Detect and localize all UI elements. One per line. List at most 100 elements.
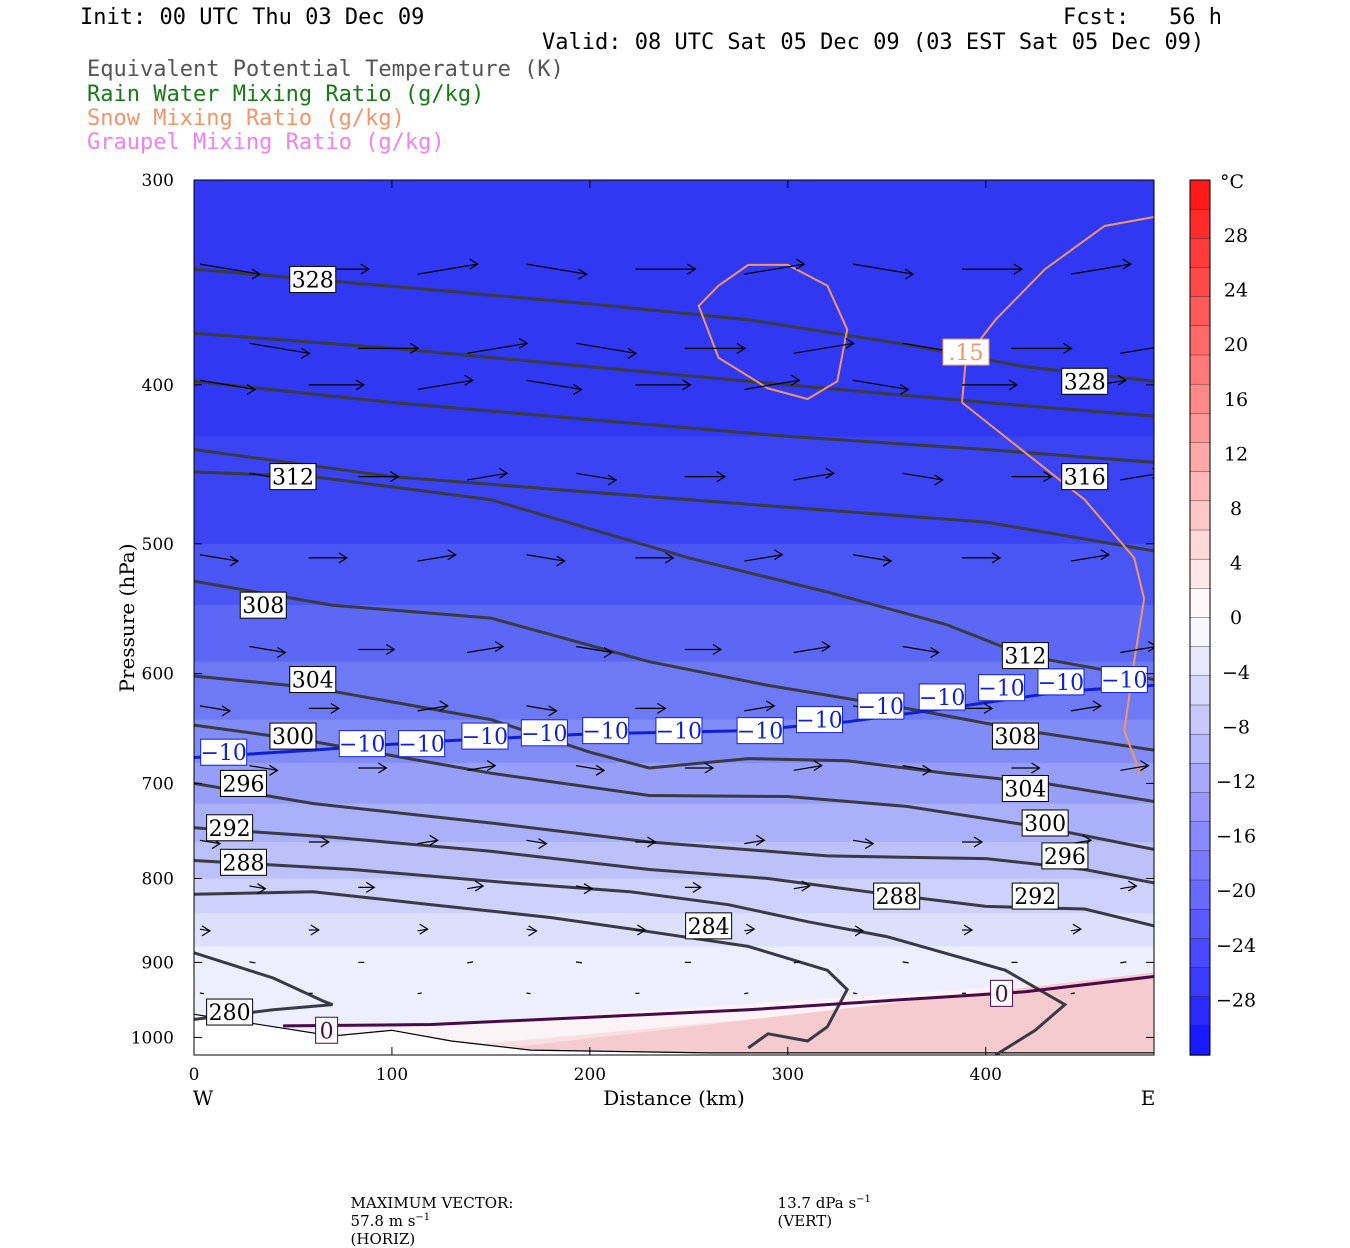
colorbar-bin <box>1189 967 1211 998</box>
theta-e-label: 328 <box>292 269 334 294</box>
x-tick-label: 300 <box>772 1065 804 1085</box>
colorbar-unit: °C <box>1220 171 1244 193</box>
wind-vector <box>853 992 858 995</box>
wind-vector-head <box>578 268 588 280</box>
wind-vector-head <box>922 764 932 776</box>
wind-vector <box>417 839 438 845</box>
wind-vector <box>1120 646 1154 654</box>
snow-contour <box>697 263 849 401</box>
wind-vector-head <box>447 549 457 561</box>
wind-vector-head <box>813 760 823 772</box>
wind-vector <box>526 705 557 712</box>
wind-vector-head <box>607 474 618 486</box>
wind-vector <box>902 765 931 771</box>
wind-vector <box>744 928 755 932</box>
wind-vector-head <box>498 467 509 479</box>
wind-vector <box>1070 263 1131 275</box>
wind-vector <box>199 928 211 932</box>
theta-e-contour <box>194 470 1154 681</box>
wind-vector <box>575 645 613 654</box>
wind-vector-head <box>419 923 429 935</box>
isotherm-label: −10 <box>582 720 628 745</box>
wind-vector <box>249 885 266 890</box>
colorbar-label: −24 <box>1216 935 1256 957</box>
wind-vector-head <box>1043 471 1053 483</box>
wind-vector <box>526 554 565 562</box>
field-label-rain: Rain Water Mixing Ratio (g/kg) <box>87 82 485 107</box>
theta-e-label-box <box>1061 463 1109 491</box>
wind-vector-head <box>1013 263 1024 275</box>
wind-vector-head <box>389 471 400 483</box>
theta-e-label: 312 <box>1004 645 1046 670</box>
theta-e-label-box <box>1061 367 1109 395</box>
theta-e-contour <box>194 331 1154 418</box>
wind-vector <box>744 554 783 562</box>
wind-vector-head <box>269 764 279 776</box>
field-label-theta-e: Equivalent Potential Temperature (K) <box>87 57 564 82</box>
y-tick-label: 500 <box>142 535 174 555</box>
wind-vector-head <box>221 705 232 717</box>
colorbar-label: 0 <box>1230 607 1242 629</box>
theta-e-contour <box>194 859 1068 1055</box>
vert-unit: (VERT) <box>777 1212 833 1230</box>
isotherm-label-box <box>338 730 386 758</box>
wind-vector <box>526 928 537 932</box>
theta-e-contour <box>194 951 334 1021</box>
colorbar-label: −20 <box>1216 880 1256 902</box>
theta-e-label-box <box>206 814 254 842</box>
wind-vector <box>902 961 909 964</box>
colorbar-bin <box>1189 471 1211 502</box>
y-tick-label: 600 <box>142 665 174 685</box>
horiz-value: 57.8 m s <box>350 1212 416 1230</box>
wind-vector <box>853 263 914 275</box>
wind-vector-head <box>904 268 915 280</box>
colorbar-label: 4 <box>1230 553 1242 575</box>
isotherm-label-box <box>398 730 446 758</box>
colorbar-bin <box>1189 325 1211 356</box>
wind-vector-head <box>246 383 257 395</box>
isotherm-label: −10 <box>1038 671 1084 696</box>
wind-vector-head <box>548 705 558 717</box>
colorbar-bin <box>1189 354 1211 385</box>
colorbar-label: −8 <box>1222 716 1250 738</box>
wind-vector-head <box>429 834 439 846</box>
wind-vector-head <box>665 552 675 564</box>
below-ground-mask <box>194 1014 1154 1055</box>
wind-vector <box>526 992 531 995</box>
wind-vector-head <box>930 646 940 658</box>
wind-vector-head <box>765 700 776 712</box>
wind-vector-head <box>257 883 267 895</box>
isotherm-label: −10 <box>978 677 1024 702</box>
wind-vector-head <box>1140 760 1150 772</box>
theta-e-label: 292 <box>1014 885 1056 910</box>
wind-vector <box>199 839 221 845</box>
colorbar-bin <box>1189 413 1211 444</box>
colorbar-frame <box>1189 179 1211 1056</box>
colorbar: 28 24 20 16 12 8 4 0 −4 −8 −12 −16 −20 −24 −28 <box>1189 179 1256 1056</box>
wind-vector <box>744 839 765 845</box>
theta-e-label: 288 <box>876 885 918 910</box>
wind-vector-head <box>1031 762 1041 774</box>
colorbar-bin <box>1189 879 1211 910</box>
terrain-line <box>194 1013 1154 1054</box>
theta-e-label-box <box>1001 642 1049 670</box>
colorbar-bin <box>1189 646 1211 677</box>
vert-vector-footer: 13.7 dPa s−1 (VERT) <box>768 1176 871 1230</box>
colorbar-bin <box>1189 938 1211 969</box>
wind-vector-head <box>365 881 376 893</box>
wind-vector <box>1120 961 1127 964</box>
colorbar-label: 12 <box>1224 443 1248 465</box>
wind-vector-head <box>201 925 212 937</box>
theta-e-label: 304 <box>292 669 334 694</box>
wind-vector-head <box>627 347 638 359</box>
theta-e-label-box <box>219 848 267 876</box>
colorbar-bin <box>1189 763 1211 794</box>
isotherm-label: 0 <box>995 982 1009 1007</box>
wind-vector-head <box>1092 700 1103 712</box>
wind-vector <box>793 961 800 964</box>
theta-e-label-box <box>239 591 287 619</box>
wind-vector-head <box>338 552 348 564</box>
theta-e-contour <box>194 379 1154 464</box>
wind-vector <box>744 992 749 995</box>
max-vector-label: MAXIMUM VECTOR: <box>350 1194 514 1212</box>
